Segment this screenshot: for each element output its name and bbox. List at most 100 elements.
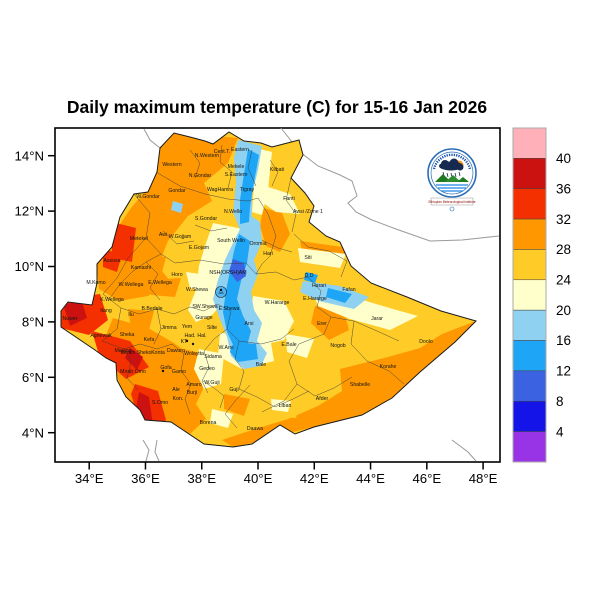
zone-boundaries [101,144,405,429]
map-region-label: Gedeo [199,366,215,372]
map-region-label: W.Wellega [119,282,144,288]
map-region-label: Liban [279,403,292,409]
x-axis-ticks: 34°E 36°E 38°E 40°E 42°E 44°E 46°E 48°E [75,462,498,486]
map-region-label: Western [162,162,181,168]
map-region-label: E.Shewa [219,306,240,312]
map-region-label: Gamo [172,369,186,375]
lake-turkana [142,439,160,462]
map-region-label: W.Shewa [186,287,208,293]
legend-tick-label: 16 [556,333,571,348]
map-region-label: Fafan [342,287,355,293]
logo-inner-ring [430,151,474,195]
coastline [280,127,500,242]
map-region-label: Gondar [168,188,186,194]
map-region-label: Assosa [103,258,120,264]
map-region-label: Erer [317,321,327,327]
map-region-label: S.Eastern [225,172,248,178]
map-region-label: S.Omo [152,400,168,406]
map-region-label: AA [218,290,224,295]
y-tick-label: 10°N [15,259,44,274]
map-region-label: W.Gondar [136,194,160,200]
logo-banner [430,197,474,206]
map-region-label: Agnewak [90,333,112,339]
x-tick-label: 34°E [75,471,104,486]
map-region-label: W.Gojjam [169,234,191,240]
map-region-label: Oromia [249,241,266,247]
map-region-label: Kon. [173,396,184,402]
x-tick-label: 42°E [300,471,329,486]
map-region-label: Burji [187,390,197,396]
map-region-label: Yem [182,324,192,330]
town-dot [219,288,223,292]
legend-tick-label: 4 [556,424,564,439]
map-region-label: B.Bedele [141,306,162,312]
logo-outer-ring [427,148,477,198]
map-region-label: Sheka [120,332,135,338]
legend-tick-label: 32 [556,212,571,227]
town-dot [185,339,189,343]
y-tick-label: 14°N [15,148,44,163]
legend-swatch [512,249,547,281]
water-icon [436,184,468,192]
x-tick-label: 44°E [356,471,385,486]
y-tick-label: 6°N [22,370,44,385]
y-tick-label: 4°N [22,425,44,440]
map-region-label: South Wello [217,238,245,244]
map-region-label: N.Western [195,153,220,159]
map-region-label: Daawa [247,426,263,432]
map-region-label: NSH(ORSH)AM [209,270,246,276]
map-region-label: Ale [172,387,180,393]
town-dot [161,369,165,373]
map-region-label: Wolayita [184,351,204,357]
map-region-label: N.Gondar [189,173,212,179]
x-tick-label: 40°E [244,471,273,486]
legend-swatch [512,400,547,432]
field-8-12 [229,259,246,282]
map-region-label: Hari [263,251,273,257]
map-zone-labels: N.Western Western Cent.T. Eastern Mekele S.Ea… [63,147,433,432]
y-axis-ticks: 14°N 12°N 10°N 8°N 6°N 4°N [15,148,55,440]
x-tick-label: 36°E [131,471,160,486]
legend-tick-label: 24 [556,273,572,288]
map-region-label: Horo [171,272,182,278]
map-region-label: Cent.T. [214,149,230,155]
map-region-label: Nuwer [63,316,78,322]
map-frame [54,127,501,463]
map-region-label: M.Komo [86,280,105,286]
rain-icon [442,171,461,178]
meteorological-institute-logo: Ethiopian Meteorological Institute [427,148,477,212]
map-region-label: Eastern [231,147,249,153]
logo-arc-text [432,153,472,170]
map-region-label: Kefa [144,337,155,343]
map-region-label: W.Arsi [219,345,234,351]
legend-tick-label: 12 [556,364,571,379]
map-region-label: Dawuro [167,348,185,354]
cloud-icon [439,158,464,171]
x-tick-label: 46°E [412,471,441,486]
map-region-label: E.Bale [281,342,296,348]
map-region-label: WagHamra [207,187,233,193]
legend-swatch [512,158,547,189]
map-region-label: Itang [100,308,112,314]
legend-swatch [512,188,547,220]
legend-border [512,127,547,463]
map-region-label: Nogob [330,343,345,349]
map-region-label: Fanti [283,196,295,202]
neighbor-borders [142,127,500,462]
eritrea-border [143,128,161,149]
map-region-label: Guji [229,387,238,393]
map-region-label: E.Hararge [303,296,327,302]
map-region-label: Harari [312,283,326,289]
map-region-label: W.Hararge [265,300,290,306]
map-region-label: Tigray [240,187,255,193]
map-region-label: Jimma [161,325,176,331]
legend-tick-label: 40 [556,151,571,166]
map-region-label: Konta [151,350,165,356]
map-region-label: S.Gondar [195,216,217,222]
map-region-label: KT [181,339,188,345]
map-region-label: Kamashi [131,265,151,271]
legend-tick-label: 28 [556,242,571,257]
x-tick-label: 38°E [187,471,216,486]
legend-swatch [512,309,547,341]
